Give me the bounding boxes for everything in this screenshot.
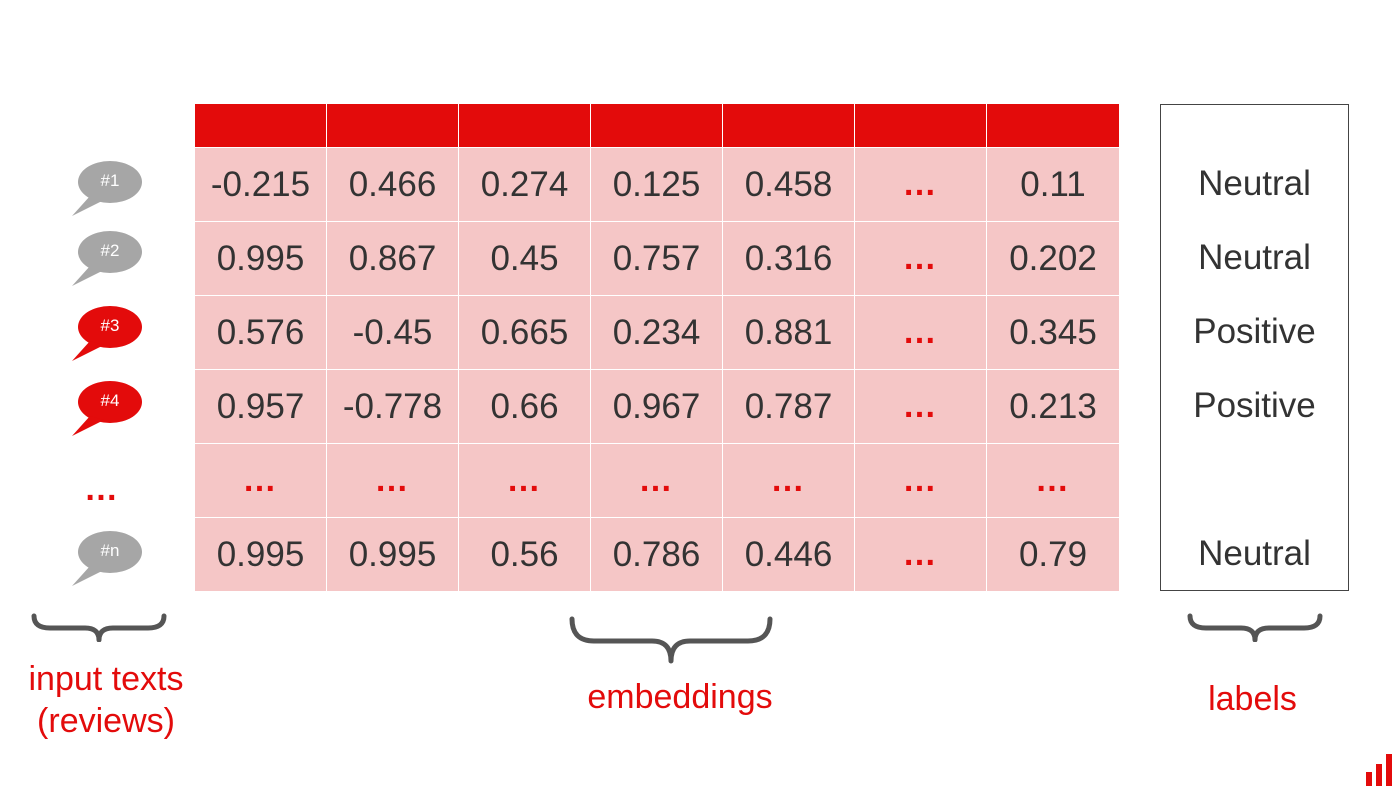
embedding-value-cell: 0.967 [591, 370, 722, 443]
review-id-label: #1 [100, 171, 120, 190]
embedding-value-cell: 0.66 [459, 370, 590, 443]
review-id-label: #n [100, 541, 120, 560]
embedding-value-cell: 0.56 [459, 518, 590, 591]
embedding-value-cell: 0.234 [591, 296, 722, 369]
embedding-value-cell: 0.576 [195, 296, 326, 369]
input-texts-caption: input texts (reviews) [10, 658, 202, 742]
embedding-ellipsis-cell: … [723, 444, 854, 517]
label-cell: Positive [1160, 295, 1349, 370]
embedding-ellipsis-cell: … [327, 444, 458, 517]
embedding-value-cell: 0.957 [195, 370, 326, 443]
embedding-ellipsis-cell: … [855, 296, 986, 369]
embedding-value-cell: -0.45 [327, 296, 458, 369]
embedding-value-cell: 0.867 [327, 222, 458, 295]
embedding-header-cell [459, 104, 590, 147]
embedding-value-cell: 0.45 [459, 222, 590, 295]
review-bubble-icon: #3 [68, 305, 158, 369]
reviews-ellipsis: … [84, 470, 120, 508]
embedding-ellipsis-cell: … [855, 148, 986, 221]
embedding-value-cell: 0.274 [459, 148, 590, 221]
labels-header-cell [1160, 104, 1349, 148]
bar-chart-logo-icon [1366, 754, 1392, 786]
embedding-ellipsis-cell: … [855, 370, 986, 443]
embedding-value-cell: 0.79 [987, 518, 1119, 591]
input-texts-caption-line2: (reviews) [37, 702, 175, 740]
embedding-ellipsis-cell: … [855, 518, 986, 591]
review-bubble-icon: #1 [68, 160, 158, 224]
review-bubble-icon: #4 [68, 380, 158, 444]
label-cell: Neutral [1160, 221, 1349, 296]
embedding-value-cell: -0.215 [195, 148, 326, 221]
labels-table: Neutral Neutral Positive Positive Neutral [1160, 104, 1349, 592]
labels-caption: labels [1208, 680, 1297, 718]
embedding-value-cell: 0.345 [987, 296, 1119, 369]
embedding-ellipsis-cell: … [855, 222, 986, 295]
embedding-value-cell: 0.995 [327, 518, 458, 591]
label-cell: Neutral [1160, 517, 1349, 591]
review-bubble-icon: #2 [68, 230, 158, 294]
embedding-value-cell: 0.995 [195, 518, 326, 591]
embeddings-brace-icon [569, 616, 773, 664]
review-id-label: #4 [100, 391, 120, 410]
review-id-label: #2 [100, 241, 120, 260]
embedding-value-cell: 0.316 [723, 222, 854, 295]
embedding-header-cell [723, 104, 854, 147]
embedding-value-cell: 0.665 [459, 296, 590, 369]
embeddings-caption: embeddings [587, 678, 773, 716]
embedding-header-cell [195, 104, 326, 147]
embedding-value-cell: 0.213 [987, 370, 1119, 443]
embedding-header-cell [855, 104, 986, 147]
embedding-value-cell: 0.881 [723, 296, 854, 369]
embedding-value-cell: 0.11 [987, 148, 1119, 221]
embedding-value-cell: 0.995 [195, 222, 326, 295]
labels-brace-icon [1187, 613, 1323, 642]
input-texts-caption-line1: input texts [28, 660, 184, 698]
label-cell [1160, 443, 1349, 518]
label-cell: Positive [1160, 369, 1349, 444]
embedding-value-cell: 0.757 [591, 222, 722, 295]
embedding-ellipsis-cell: … [987, 444, 1119, 517]
embedding-ellipsis-cell: … [591, 444, 722, 517]
embedding-ellipsis-cell: … [195, 444, 326, 517]
embedding-header-cell [327, 104, 458, 147]
embedding-value-cell: 0.446 [723, 518, 854, 591]
embedding-ellipsis-cell: … [855, 444, 986, 517]
embedding-value-cell: 0.786 [591, 518, 722, 591]
embedding-value-cell: 0.458 [723, 148, 854, 221]
embedding-value-cell: -0.778 [327, 370, 458, 443]
input-texts-brace-icon [31, 613, 167, 642]
review-bubble-icon: #n [68, 530, 158, 594]
embedding-header-cell [987, 104, 1119, 147]
embedding-value-cell: 0.202 [987, 222, 1119, 295]
embedding-ellipsis-cell: … [459, 444, 590, 517]
embedding-header-cell [591, 104, 722, 147]
label-cell: Neutral [1160, 147, 1349, 222]
embedding-value-cell: 0.466 [327, 148, 458, 221]
embedding-value-cell: 0.787 [723, 370, 854, 443]
review-id-label: #3 [100, 316, 120, 335]
embeddings-table: -0.215 0.466 0.274 0.125 0.458… 0.11 0.995 0.86… [195, 104, 1119, 592]
embedding-value-cell: 0.125 [591, 148, 722, 221]
